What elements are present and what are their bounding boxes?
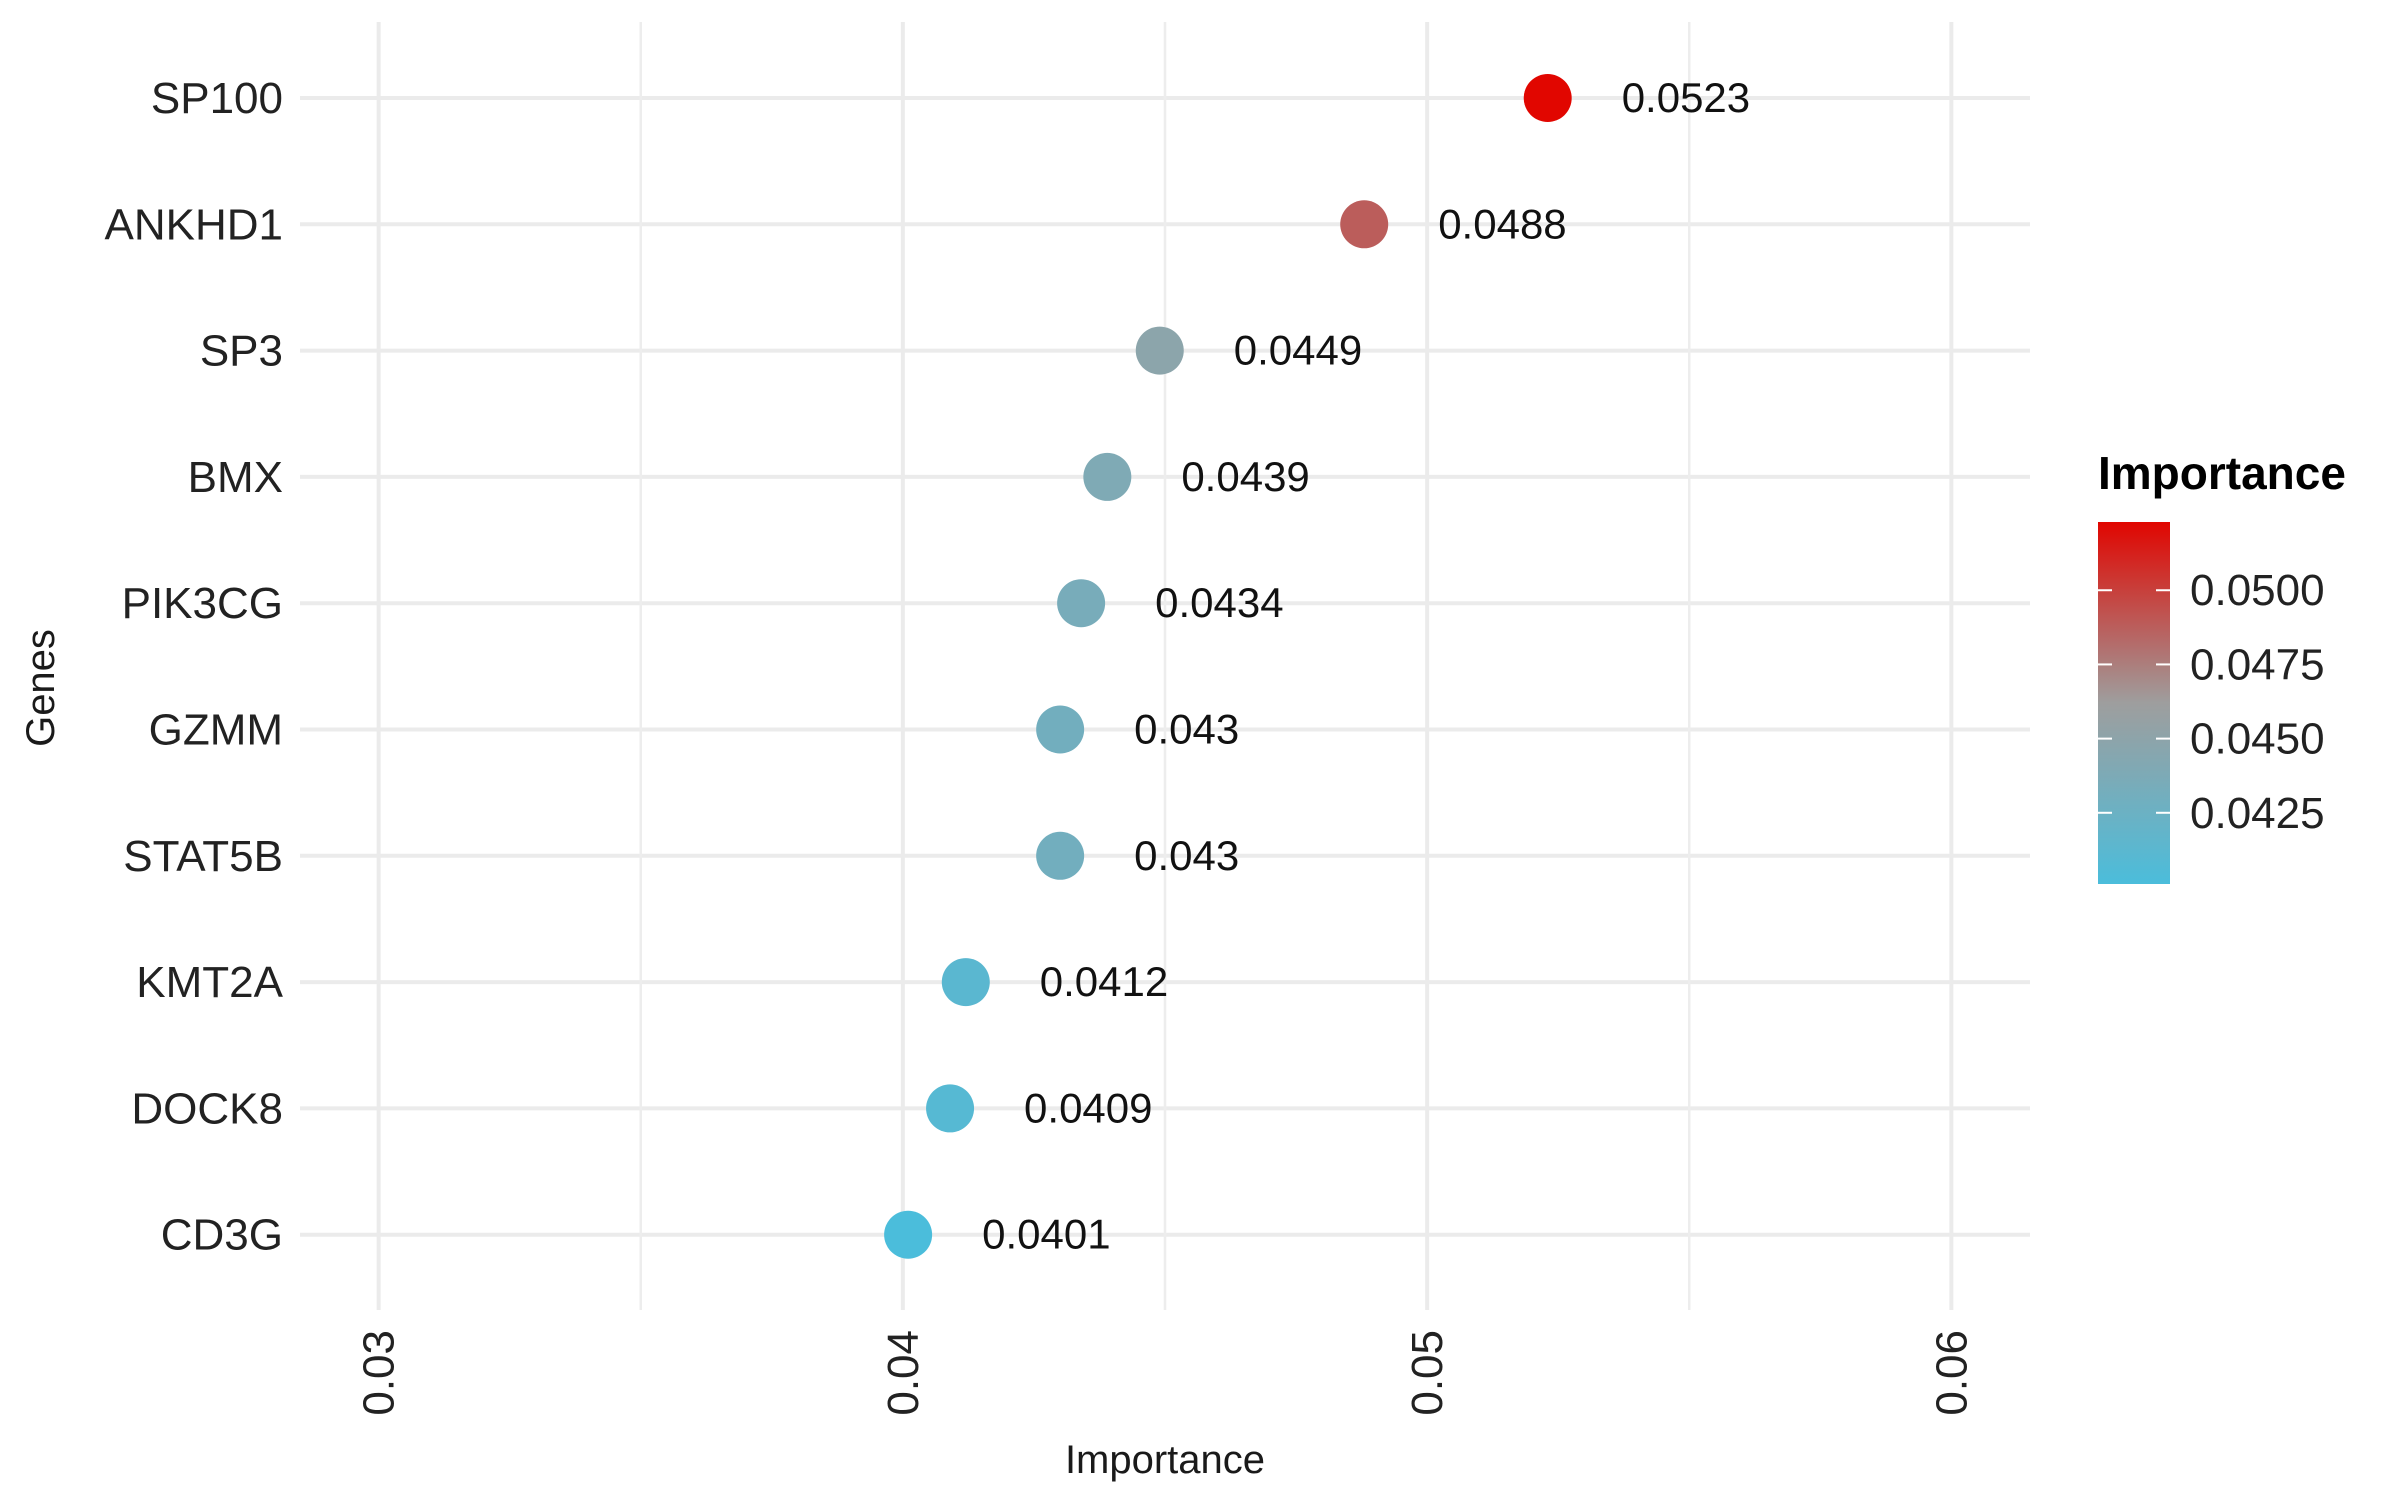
data-label: 0.0439 [1181,453,1309,500]
data-label: 0.0523 [1622,74,1750,121]
x-tick-label: 0.05 [1403,1330,1452,1416]
x-axis-title: Importance [1065,1438,1265,1482]
data-point [1340,200,1389,249]
y-tick-label: PIK3CG [122,579,283,628]
data-point [941,958,990,1007]
y-tick-label: BMX [188,453,283,502]
legend-title: Importance [2098,447,2346,499]
data-label: 0.0409 [1024,1084,1152,1131]
y-tick-label: GZMM [149,706,283,755]
data-label: 0.043 [1134,832,1239,879]
data-label: 0.0488 [1438,200,1566,247]
legend-tick-label: 0.0500 [2190,566,2325,615]
y-tick-label: CD3G [161,1211,283,1260]
data-point [926,1084,975,1133]
y-axis-title: Genes [19,629,63,747]
data-point [1083,452,1132,501]
x-tick-label: 0.06 [1927,1330,1976,1416]
data-point [1057,579,1106,628]
data-label: 0.043 [1134,706,1239,753]
y-tick-label: DOCK8 [131,1084,283,1133]
y-tick-label: SP100 [151,74,283,123]
legend-ticks: 0.0425 0.0450 0.0475 0.0500 [2098,566,2325,838]
y-tick-label: KMT2A [136,958,283,1007]
data-point [1036,831,1085,880]
legend-color-bar [2098,522,2170,884]
data-point [884,1210,933,1259]
data-label: 0.0401 [982,1211,1110,1258]
y-axis-tick-labels: SP100 ANKHD1 SP3 BMX PIK3CG GZMM STAT5B KMT2A DO… [105,74,284,1260]
x-tick-label: 0.03 [355,1330,404,1416]
data-label: 0.0434 [1155,579,1283,626]
y-tick-label: STAT5B [123,832,283,881]
legend-tick-label: 0.0425 [2190,789,2325,838]
x-axis-tick-labels: 0.03 0.04 0.05 0.06 [355,1330,1977,1416]
x-tick-label: 0.04 [879,1330,928,1416]
data-point [1135,326,1184,375]
legend-tick-label: 0.0475 [2190,640,2325,689]
data-point [1036,705,1085,754]
data-label: 0.0449 [1234,327,1362,374]
color-legend: Importance 0.0425 0.0450 0.0475 0.0500 [2098,447,2346,884]
y-tick-label: ANKHD1 [105,200,284,249]
y-tick-label: SP3 [200,327,283,376]
data-labels: 0.0523 0.0488 0.0449 0.0439 0.0434 0.043 0.043… [982,74,1750,1258]
legend-tick-label: 0.0450 [2190,715,2325,764]
data-label: 0.0412 [1040,958,1168,1005]
grid-lines [300,22,2030,1310]
data-point [1523,74,1572,122]
data-points [884,74,1572,1259]
